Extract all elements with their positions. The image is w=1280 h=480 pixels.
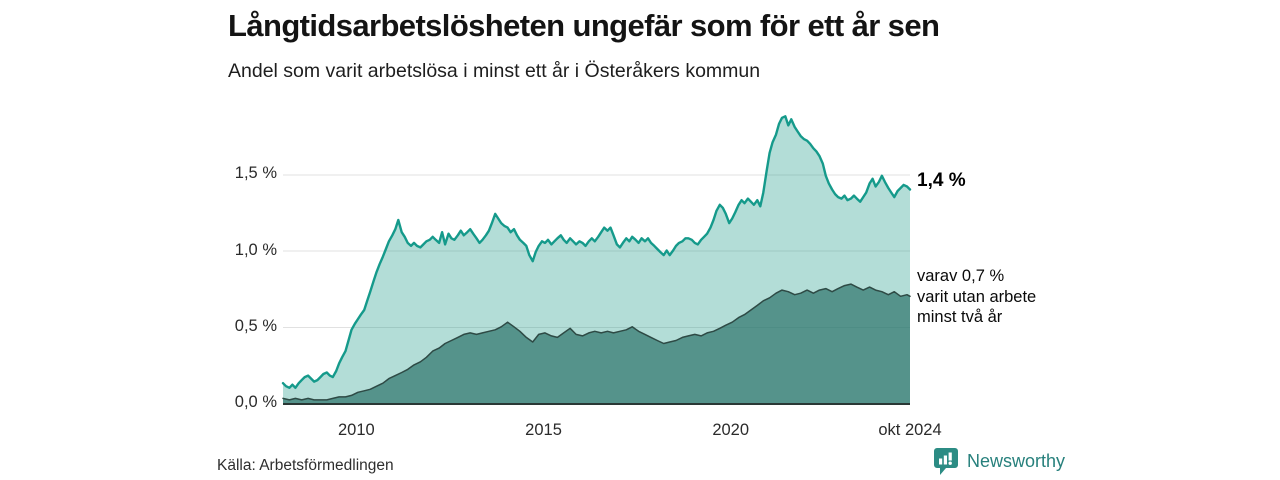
y-axis-tick-label: 1,5 %	[234, 164, 277, 183]
annotation-latest-total: 1,4 %	[917, 170, 966, 191]
y-axis-tick-label: 0,5 %	[234, 316, 277, 335]
x-axis-tick-label: 2020	[712, 421, 750, 439]
chart-title: Långtidsarbetslösheten ungefär som för e…	[228, 8, 940, 43]
newsworthy-speech-bubble-bar-chart-icon	[934, 448, 958, 475]
y-axis-tick-label: 0,0 %	[234, 393, 277, 411]
area-two-year	[283, 284, 910, 403]
x-axis-tick-label: 2015	[525, 421, 562, 439]
y-axis-tick-label: 1,0 %	[234, 240, 277, 259]
brand-logo: Newsworthy	[933, 447, 1065, 476]
brand-name: Newsworthy	[967, 451, 1066, 471]
x-axis-tick-label: okt 2024	[878, 421, 942, 439]
annotation-two-year-note: varav 0,7 % varit utan arbete minst två …	[917, 267, 1037, 326]
line-total	[281, 115, 912, 389]
x-axis-tick-label: 2010	[338, 421, 375, 439]
line-two-year	[282, 283, 911, 401]
chart-subtitle: Andel som varit arbetslösa i minst ett å…	[228, 60, 761, 82]
source-note: Källa: Arbetsförmedlingen	[217, 457, 394, 474]
